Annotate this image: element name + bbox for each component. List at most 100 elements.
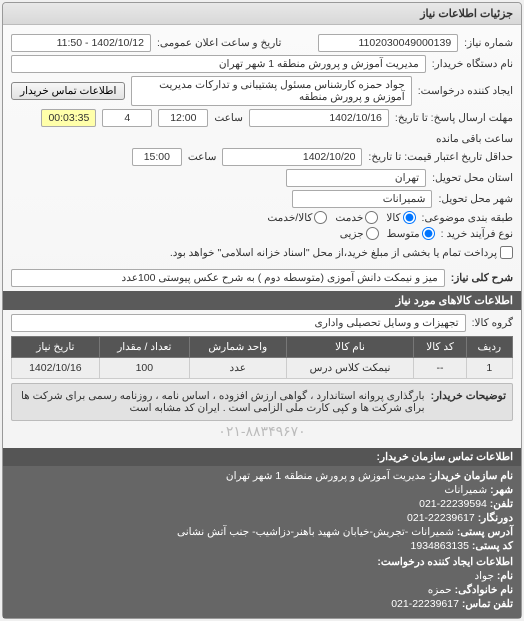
goods-table-header-row: ردیف کد کالا نام کالا واحد شمارش تعداد /… [12,337,513,358]
treasury-checkbox-wrap[interactable]: پرداخت تمام یا بخشی از مبلغ خرید،از محل … [170,246,513,259]
faint-phone: ۰۲۱-۸۸۳۴۹۶۷۰ [11,421,513,442]
process-radio-1[interactable] [366,227,379,240]
need-number-value: 1102030049000139 [318,34,458,52]
need-desc-label: شرح کلی نیاز: [451,272,513,284]
delivery-city-label: شهر محل تحویل: [438,193,513,205]
contact-line-5: کد پستی: 1934863135 [11,540,513,552]
deadline-send-time: 12:00 [158,109,208,127]
cell-0-3: عدد [189,358,286,379]
budget-opt-2-label: کالا/خدمت [267,212,312,224]
creator-v-0: جواد [474,570,494,582]
contact-line-0: نام سازمان خریدار: مدیریت آموزش و پرورش … [11,470,513,482]
row-deadline-send: مهلت ارسال پاسخ: تا تاریخ: 1402/10/16 سا… [11,109,513,145]
contact-v-0: مدیریت آموزش و پرورش منطقه 1 شهر تهران [226,470,426,482]
budget-opt-0[interactable]: کالا [386,211,415,224]
creator-k-2: تلفن تماس: [462,598,513,610]
delivery-state-value: تهران [286,169,426,187]
col-5: تاریخ نیاز [12,337,100,358]
row-buyer-org: نام دستگاه خریدار: مدیریت آموزش و پرورش … [11,55,513,73]
cell-0-1: -- [414,358,466,379]
cell-0-0: 1 [466,358,512,379]
row-need-desc: شرح کلی نیاز: میز و نیمکت دانش آموزی (مت… [11,269,513,287]
contact-k-3: دورنگار: [478,512,513,524]
need-desc-value: میز و نیمکت دانش آموزی (متوسطه دوم ) به … [11,269,445,287]
goods-group-value: تجهیزات و وسایل تحصیلی واداری [11,314,466,332]
row-price-valid: حداقل تاریخ اعتبار قیمت: تا تاریخ: 1402/… [11,148,513,166]
row-need-number: شماره نیاز: 1102030049000139 تاریخ و ساع… [11,34,513,52]
col-0: ردیف [466,337,512,358]
price-valid-label: حداقل تاریخ اعتبار قیمت: تا تاریخ: [368,151,513,163]
creator-header: اطلاعات ایجاد کننده درخواست: [11,556,513,568]
creator-v-2: 22239617-021 [391,598,459,610]
budget-opt-1-label: خدمت [335,212,363,224]
creator-k-0: نام: [497,570,513,582]
process-opt-0[interactable]: متوسط [387,227,435,240]
contact-k-0: نام سازمان خریدار: [429,470,513,482]
creator-line-1: نام خانوادگی: حمزه [11,584,513,596]
col-1: کد کالا [414,337,466,358]
contact-v-3: 22239617-021 [407,512,475,524]
price-valid-time: 15:00 [132,148,182,166]
budget-radio-2[interactable] [314,211,327,224]
contact-k-5: کد پستی: [472,540,513,552]
budget-label: طبقه بندی موضوعی: [422,212,513,224]
row-budget: طبقه بندی موضوعی: کالا خدمت کالا/خدمت [11,211,513,224]
row-goods-group: گروه کالا: تجهیزات و وسایل تحصیلی واداری [11,314,513,332]
requester-label: ایجاد کننده درخواست: [418,85,513,97]
budget-radio-group: کالا خدمت کالا/خدمت [267,211,415,224]
contact-line-1: شهر: شمیرانات [11,484,513,496]
panel-body: شماره نیاز: 1102030049000139 تاریخ و ساع… [3,25,521,448]
buyer-org-label: نام دستگاه خریدار: [432,58,513,70]
need-number-label: شماره نیاز: [464,37,513,49]
process-opt-1[interactable]: جزیی [340,227,379,240]
process-label: نوع فرآیند خرید : [441,228,513,240]
remaining-text: ساعت باقی مانده [436,133,513,145]
budget-opt-2[interactable]: کالا/خدمت [267,211,327,224]
contact-line-3: دورنگار: 22239617-021 [11,512,513,524]
remaining-days: 4 [102,109,152,127]
contact-line-4: آدرس پستی: شمیرانات -تجریش-خیابان شهید ب… [11,526,513,538]
col-3: واحد شمارش [189,337,286,358]
budget-radio-0[interactable] [403,211,416,224]
contact-v-4: شمیرانات -تجریش-خیابان شهید باهنر-دزاشیب… [177,526,454,538]
buyer-note-text: بارگذاری پروانه استاندارد ، گواهی ارزش ا… [18,390,425,414]
col-2: نام کالا [286,337,414,358]
buyer-org-value: مدیریت آموزش و پرورش منطقه 1 شهر تهران [11,55,426,73]
details-panel: جزئیات اطلاعات نیاز شماره نیاز: 11020300… [2,2,522,619]
remaining-duration: 00:03:35 [41,109,96,127]
cell-0-2: نیمکت کلاس درس [286,358,414,379]
goods-table: ردیف کد کالا نام کالا واحد شمارش تعداد /… [11,336,513,379]
budget-radio-1[interactable] [365,211,378,224]
buyer-contact-button[interactable]: اطلاعات تماس خریدار [11,82,125,100]
contact-k-4: آدرس پستی: [457,526,513,538]
price-valid-time-label: ساعت [188,151,217,163]
budget-opt-1[interactable]: خدمت [335,211,378,224]
row-delivery-state: استان محل تحویل: تهران [11,169,513,187]
deadline-send-date: 1402/10/16 [249,109,389,127]
goods-group-label: گروه کالا: [472,317,513,329]
delivery-city-value: شمیرانات [292,190,432,208]
contact-header: اطلاعات تماس سازمان خریدار: [3,448,521,466]
row-process: نوع فرآیند خرید : متوسط جزیی پرداخت تمام… [11,227,513,259]
contact-v-2: 22239594-021 [419,498,487,510]
cell-0-5: 1402/10/16 [12,358,100,379]
treasury-checkbox[interactable] [500,246,513,259]
contact-k-1: شهر: [490,484,513,496]
cell-0-4: 100 [99,358,189,379]
price-valid-date: 1402/10/20 [222,148,362,166]
deadline-send-label: مهلت ارسال پاسخ: تا تاریخ: [395,112,513,124]
deadline-send-time-label: ساعت [214,112,243,124]
process-opt-1-label: جزیی [340,228,364,240]
creator-k-1: نام خانوادگی: [455,584,513,596]
col-4: تعداد / مقدار [99,337,189,358]
creator-line-2: تلفن تماس: 22239617-021 [11,598,513,610]
table-row: 1 -- نیمکت کلاس درس عدد 100 1402/10/16 [12,358,513,379]
contact-k-2: تلفن: [490,498,513,510]
process-radio-group: متوسط جزیی [340,227,435,240]
creator-line-0: نام: جواد [11,570,513,582]
requester-value: جواد حمزه کارشناس مسئول پشتیبانی و تدارک… [131,76,411,106]
process-radio-0[interactable] [422,227,435,240]
process-opt-0-label: متوسط [387,228,420,240]
row-requester: ایجاد کننده درخواست: جواد حمزه کارشناس م… [11,76,513,106]
delivery-state-label: استان محل تحویل: [432,172,513,184]
